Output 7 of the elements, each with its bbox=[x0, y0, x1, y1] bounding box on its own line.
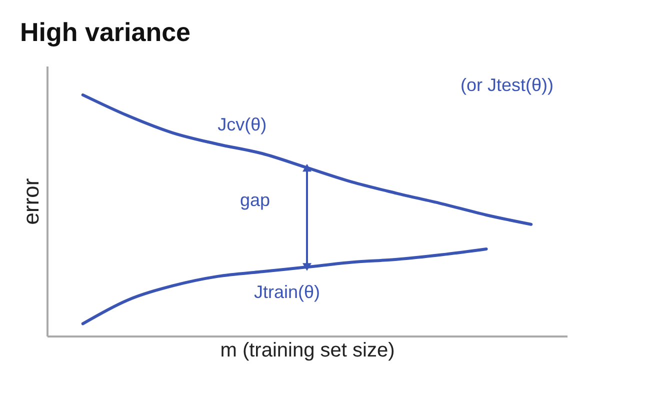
annotation: (or Jtest(θ)) bbox=[460, 75, 554, 95]
y-axis-title: error bbox=[18, 178, 44, 225]
x-axis-title: m (training set size) bbox=[220, 340, 395, 362]
series-label: Jtrain(θ) bbox=[254, 282, 320, 302]
chart-title: High variance bbox=[20, 17, 191, 47]
annotation: gap bbox=[240, 190, 270, 210]
series-label: Jcv(θ) bbox=[218, 114, 267, 135]
